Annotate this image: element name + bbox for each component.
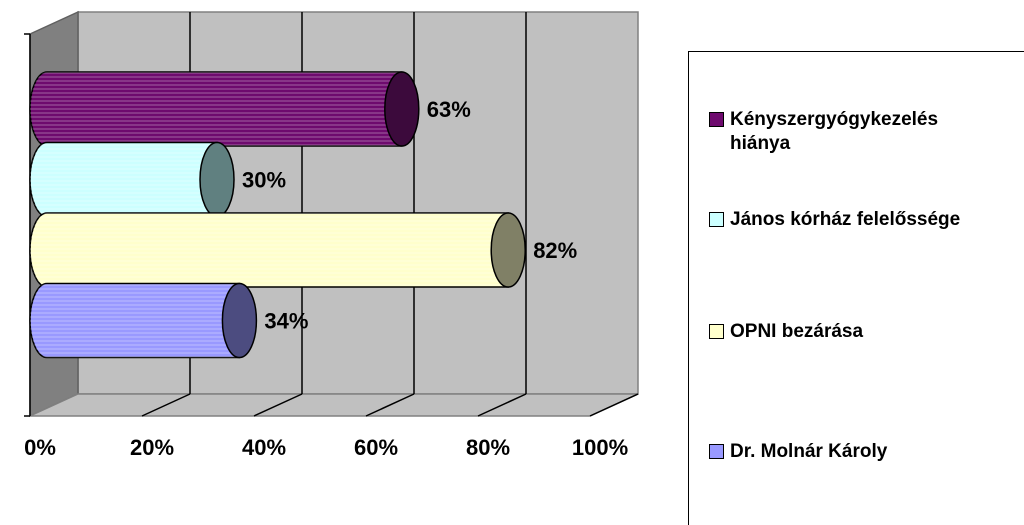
bar-end-cap: [490, 212, 526, 288]
legend-item: Kényszergyógykezelés hiánya: [709, 108, 938, 156]
legend-label: Kényszergyógykezelés hiánya: [730, 109, 939, 154]
x-tick-label: 60%: [354, 435, 398, 460]
data-label: 34%: [264, 309, 308, 334]
x-tick-label: 100%: [572, 435, 628, 460]
legend-swatch: [709, 324, 724, 339]
floor-gridline: [141, 393, 191, 417]
bars: 63% 30% 82% 34%: [29, 71, 577, 359]
floor-gridline: [365, 393, 415, 417]
bar: 63%: [29, 71, 471, 147]
bar: 30%: [29, 141, 286, 218]
bar-texture: [30, 142, 217, 217]
bar: 34%: [29, 282, 308, 359]
data-label: 63%: [427, 97, 471, 122]
legend-label: OPNI bezárása: [730, 321, 864, 342]
floor: [29, 393, 639, 417]
data-label: 30%: [242, 168, 286, 193]
x-tick-label: 80%: [466, 435, 510, 460]
x-tick-label: 40%: [242, 435, 286, 460]
floor-gridline: [589, 393, 639, 417]
floor-gridline: [253, 393, 303, 417]
legend-item: Dr. Molnár Károly: [709, 440, 887, 464]
legend-item: János kórház felelőssége: [709, 208, 960, 232]
bar: 82%: [29, 212, 577, 288]
x-tick-label: 20%: [130, 435, 174, 460]
x-tick-label: 0%: [24, 435, 56, 460]
legend-label: János kórház felelőssége: [730, 209, 961, 230]
legend-swatch: [709, 444, 724, 459]
legend-swatch: [709, 212, 724, 227]
legend-swatch: [709, 112, 724, 127]
bar-end-cap: [384, 71, 420, 147]
floor-gridline: [477, 393, 527, 417]
bar-texture: [30, 72, 402, 146]
legend-item: OPNI bezárása: [709, 320, 863, 344]
bar-texture: [30, 213, 509, 287]
legend-label: Dr. Molnár Károly: [730, 441, 888, 462]
legend: Kényszergyógykezelés hiánya János kórház…: [688, 51, 1024, 525]
bar-end-cap: [199, 141, 235, 218]
bar-texture: [30, 283, 240, 358]
x-tick-labels: 0% 20% 40% 60% 80% 100%: [24, 435, 628, 460]
data-label: 82%: [533, 238, 577, 263]
bar-chart: 63% 30% 82% 34% 0% 20% 40% 60% 80% 100%: [24, 10, 639, 460]
bar-end-cap: [221, 282, 258, 359]
